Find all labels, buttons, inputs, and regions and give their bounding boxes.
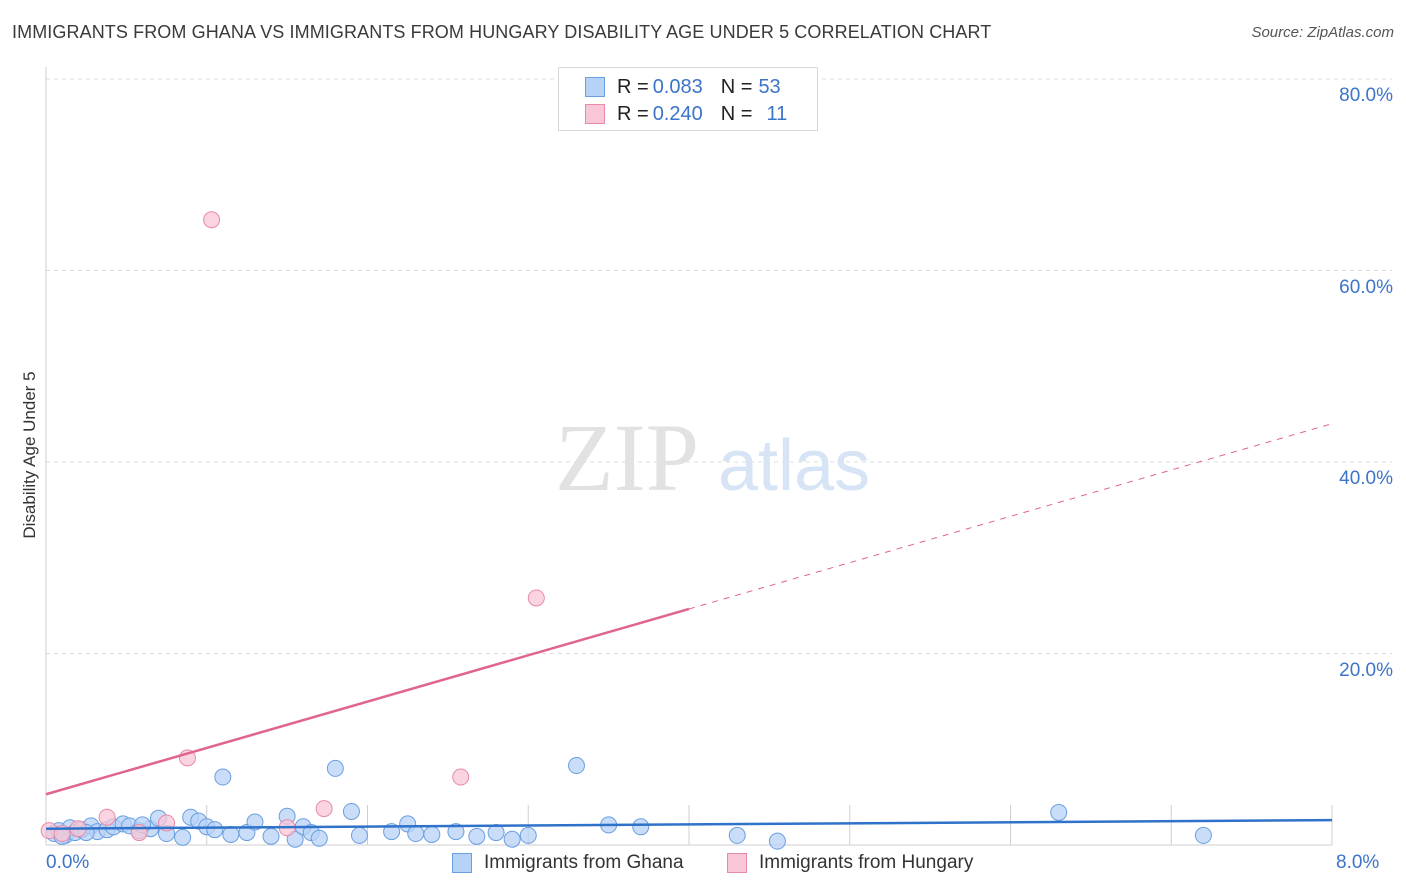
ghana-swatch <box>585 77 605 97</box>
ghana-point <box>350 826 368 844</box>
ghana-point <box>286 830 304 848</box>
ghana-point <box>310 829 328 847</box>
hungary-point <box>527 589 545 607</box>
ghana-r-label: R = <box>617 75 649 98</box>
watermark-atlas: atlas <box>718 426 870 506</box>
x-tick-min: 0.0% <box>46 852 90 873</box>
y-tick-label: 20.0% <box>1339 659 1393 681</box>
ghana-point <box>423 825 441 843</box>
x-tick-max: 8.0% <box>1336 852 1380 873</box>
hungary-trend-extension <box>688 423 1333 610</box>
hungary-point <box>203 211 221 229</box>
ghana-point <box>1050 803 1068 821</box>
ghana-trend-line <box>45 818 1333 830</box>
ghana-point <box>206 821 224 839</box>
hungary-swatch <box>585 104 605 124</box>
ghana-point <box>503 830 521 848</box>
ghana-point <box>262 827 280 845</box>
ghana-point <box>246 813 264 831</box>
ghana-point <box>174 828 192 846</box>
ghana-point <box>214 768 232 786</box>
trend-lines <box>45 423 1333 830</box>
legend-row-ghana: R = 0.083 N = 53 <box>585 75 781 99</box>
ghana-point <box>768 832 786 850</box>
legend-row-hungary: R = 0.240 N = 11 <box>585 102 787 126</box>
bottom-hungary-swatch <box>727 853 747 873</box>
y-tick-label: 60.0% <box>1339 276 1393 298</box>
hungary-trend-line <box>45 607 690 796</box>
ghana-point <box>407 825 425 843</box>
gridlines <box>46 78 1392 654</box>
hungary-point <box>98 808 116 826</box>
bottom-ghana-swatch <box>452 853 472 873</box>
y-tick-label: 80.0% <box>1339 85 1393 106</box>
ghana-point <box>222 825 240 843</box>
ghana-point <box>567 757 585 775</box>
source-label: Source: ZipAtlas.com <box>1251 24 1394 41</box>
ghana-point <box>326 759 344 777</box>
ghana-points <box>45 757 1212 850</box>
hungary-n-label: N = <box>720 102 753 125</box>
y-axis-label: Disability Age Under 5 <box>20 371 39 539</box>
hungary-r-value: 0.240 <box>652 102 703 125</box>
ghana-n-label: N = <box>720 75 753 98</box>
ghana-point <box>342 802 360 820</box>
bottom-legend-hungary: Immigrants from Hungary <box>727 852 973 874</box>
watermark: ZIP atlas <box>555 404 870 511</box>
chart-title: IMMIGRANTS FROM GHANA VS IMMIGRANTS FROM… <box>12 22 992 42</box>
y-tick-label: 40.0% <box>1339 468 1393 489</box>
correlation-legend: R = 0.083 N = 53 R = 0.240 N = 11 <box>558 67 818 131</box>
hungary-r-label: R = <box>617 102 649 125</box>
hungary-points <box>40 211 545 843</box>
ghana-point <box>1194 826 1212 844</box>
ghana-point <box>728 826 746 844</box>
hungary-n-value: 11 <box>766 102 788 125</box>
bottom-legend-ghana: Immigrants from Ghana <box>452 852 684 874</box>
hungary-point <box>315 800 333 818</box>
bottom-ghana-label: Immigrants from Ghana <box>484 852 684 873</box>
ghana-point <box>519 826 537 844</box>
ghana-n-value: 53 <box>758 75 781 98</box>
watermark-zip: ZIP <box>555 404 699 511</box>
ghana-point <box>447 823 465 841</box>
ghana-point <box>468 827 486 845</box>
ghana-point <box>632 818 650 836</box>
ghana-r-value: 0.083 <box>652 75 703 98</box>
hungary-point <box>452 768 470 786</box>
bottom-hungary-label: Immigrants from Hungary <box>759 852 974 873</box>
